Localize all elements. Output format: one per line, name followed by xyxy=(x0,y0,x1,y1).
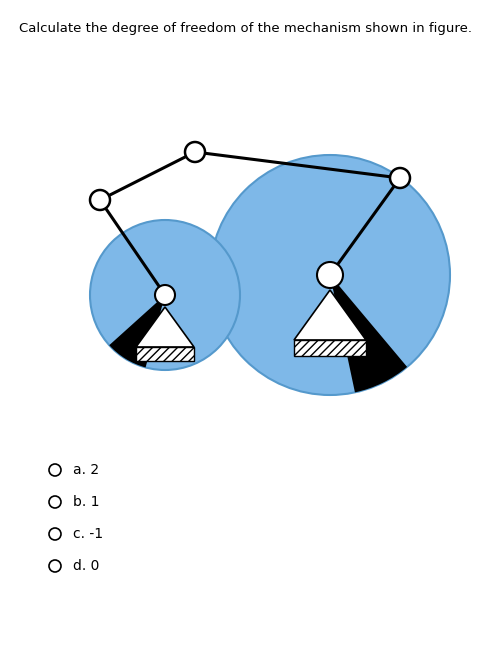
Wedge shape xyxy=(330,275,407,392)
Text: c. -1: c. -1 xyxy=(73,527,103,541)
Wedge shape xyxy=(109,295,165,367)
Circle shape xyxy=(317,262,343,288)
Polygon shape xyxy=(294,290,366,340)
Polygon shape xyxy=(294,340,366,356)
Text: b. 1: b. 1 xyxy=(73,495,99,509)
Circle shape xyxy=(155,285,175,305)
Circle shape xyxy=(210,155,450,395)
Text: d. 0: d. 0 xyxy=(73,559,99,573)
Circle shape xyxy=(49,560,61,572)
Circle shape xyxy=(49,464,61,476)
Circle shape xyxy=(49,528,61,540)
Polygon shape xyxy=(136,347,194,361)
Circle shape xyxy=(90,190,110,210)
Circle shape xyxy=(390,168,410,188)
Polygon shape xyxy=(136,307,194,347)
Circle shape xyxy=(49,496,61,508)
Circle shape xyxy=(185,142,205,162)
Text: Calculate the degree of freedom of the mechanism shown in figure.: Calculate the degree of freedom of the m… xyxy=(19,22,471,35)
Circle shape xyxy=(90,220,240,370)
Text: a. 2: a. 2 xyxy=(73,463,99,477)
